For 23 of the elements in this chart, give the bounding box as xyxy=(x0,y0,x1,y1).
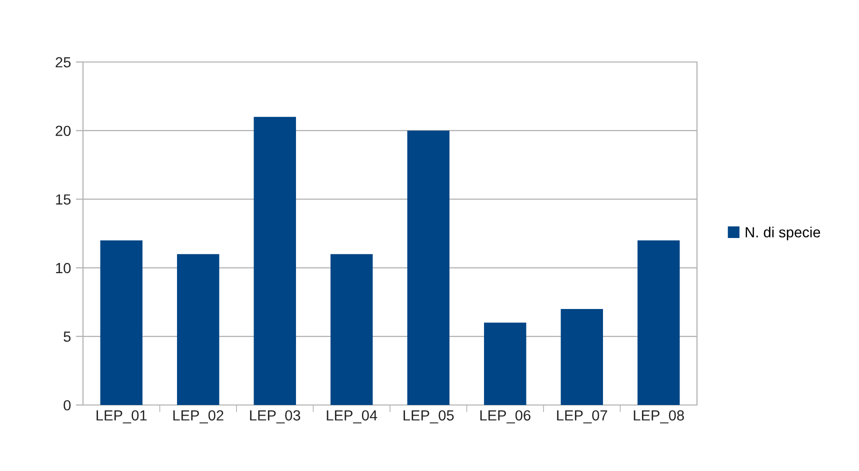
y-tick-label: 10 xyxy=(56,262,71,274)
y-tick-label: 0 xyxy=(64,400,71,410)
x-tick-label: LEP_01 xyxy=(96,410,147,424)
bar xyxy=(100,240,142,405)
bar xyxy=(407,130,450,405)
x-tick-label: LEP_05 xyxy=(404,410,454,424)
bar xyxy=(560,308,603,405)
x-tick-label: LEP_02 xyxy=(173,410,224,424)
x-tick-label: LEP_07 xyxy=(557,410,608,424)
y-tick-label: 15 xyxy=(56,194,71,205)
y-tick-label: 5 xyxy=(64,332,71,342)
bar xyxy=(638,240,680,405)
y-tick-label: 25 xyxy=(56,57,71,68)
y-tick-label: 20 xyxy=(56,126,71,136)
x-tick-label: LEP_08 xyxy=(634,410,684,424)
x-tick-label: LEP_04 xyxy=(326,410,378,424)
bar xyxy=(484,322,526,405)
x-tick-label: LEP_03 xyxy=(250,410,300,424)
legend-label: N. di specie xyxy=(746,226,820,240)
bar xyxy=(254,116,296,405)
bar xyxy=(330,254,373,405)
x-tick-label: LEP_06 xyxy=(480,410,530,424)
bar xyxy=(177,254,220,405)
